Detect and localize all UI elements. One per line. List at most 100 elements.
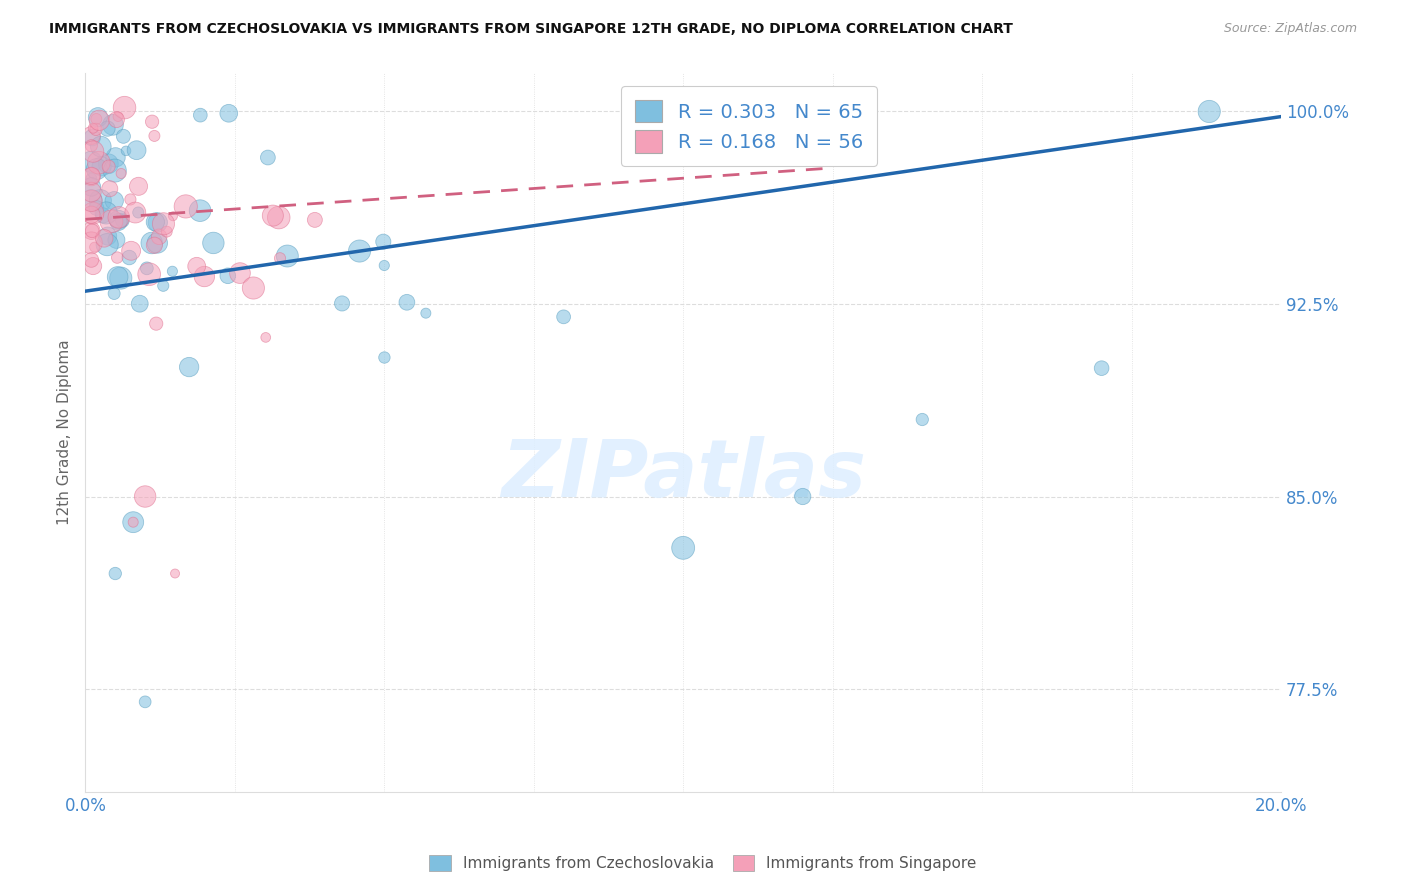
Point: [134, 490, 156, 504]
Point: [330, 296, 353, 310]
Point: [122, 515, 145, 529]
Point: [96, 206, 118, 220]
Point: [373, 351, 395, 365]
Point: [1091, 361, 1114, 376]
Point: [911, 412, 934, 426]
Point: [93, 231, 115, 245]
Point: [242, 281, 264, 295]
Text: Source: ZipAtlas.com: Source: ZipAtlas.com: [1223, 22, 1357, 36]
Point: [395, 295, 418, 310]
Point: [111, 213, 134, 227]
Point: [257, 151, 280, 165]
Point: [174, 199, 197, 213]
Point: [80, 138, 103, 153]
Point: [80, 179, 103, 194]
Point: [80, 194, 103, 208]
Point: [104, 150, 127, 164]
Text: ZIPatlas: ZIPatlas: [501, 436, 866, 515]
Point: [1198, 104, 1220, 119]
Point: [101, 118, 124, 132]
Point: [127, 205, 149, 219]
Point: [152, 278, 174, 293]
Point: [100, 214, 122, 228]
Point: [267, 211, 290, 225]
Point: [83, 240, 105, 254]
Point: [80, 185, 103, 199]
Point: [90, 160, 112, 174]
Point: [82, 121, 104, 136]
Point: [162, 209, 184, 223]
Point: [110, 166, 132, 180]
Point: [118, 251, 141, 265]
Point: [82, 259, 104, 273]
Point: [128, 296, 150, 310]
Point: [80, 169, 103, 183]
Point: [97, 160, 120, 174]
Text: IMMIGRANTS FROM CZECHOSLOVAKIA VS IMMIGRANTS FROM SINGAPORE 12TH GRADE, NO DIPLO: IMMIGRANTS FROM CZECHOSLOVAKIA VS IMMIGR…: [49, 22, 1014, 37]
Point: [186, 260, 208, 274]
Point: [107, 110, 129, 124]
Point: [114, 101, 136, 115]
Point: [105, 233, 128, 247]
Point: [86, 161, 108, 176]
Point: [97, 229, 120, 244]
Point: [349, 244, 371, 258]
Point: [120, 244, 142, 258]
Point: [143, 238, 166, 252]
Point: [107, 269, 129, 284]
Point: [80, 171, 103, 186]
Point: [156, 225, 179, 239]
Point: [80, 224, 103, 238]
Point: [792, 490, 814, 504]
Point: [80, 208, 103, 222]
Point: [93, 209, 115, 223]
Point: [96, 121, 118, 136]
Point: [80, 194, 103, 208]
Point: [105, 251, 128, 265]
Point: [89, 194, 111, 208]
Point: [97, 157, 120, 171]
Point: [86, 112, 108, 126]
Point: [80, 252, 103, 267]
Point: [104, 163, 127, 178]
Point: [82, 224, 104, 238]
Point: [90, 139, 112, 153]
Point: [115, 144, 138, 158]
Point: [82, 206, 104, 220]
Point: [84, 122, 107, 136]
Point: [373, 235, 395, 249]
Point: [87, 110, 110, 124]
Point: [415, 306, 437, 320]
Point: [304, 213, 326, 227]
Legend: R = 0.303   N = 65, R = 0.168   N = 56: R = 0.303 N = 65, R = 0.168 N = 56: [621, 87, 876, 166]
Point: [141, 114, 163, 128]
Point: [96, 237, 118, 252]
Point: [107, 211, 129, 225]
Point: [125, 143, 148, 157]
Legend: Immigrants from Czechoslovakia, Immigrants from Singapore: Immigrants from Czechoslovakia, Immigran…: [423, 849, 983, 877]
Point: [104, 566, 127, 581]
Point: [202, 235, 225, 250]
Point: [98, 182, 121, 196]
Point: [103, 286, 125, 301]
Point: [80, 154, 103, 169]
Point: [148, 229, 170, 244]
Point: [163, 566, 186, 581]
Point: [146, 235, 169, 250]
Point: [82, 145, 104, 159]
Point: [373, 259, 395, 273]
Point: [120, 193, 142, 207]
Point: [141, 235, 163, 250]
Point: [672, 541, 695, 555]
Point: [82, 130, 104, 145]
Y-axis label: 12th Grade, No Diploma: 12th Grade, No Diploma: [58, 340, 72, 525]
Point: [134, 695, 156, 709]
Point: [138, 267, 160, 281]
Point: [86, 201, 108, 215]
Point: [124, 205, 146, 219]
Point: [254, 330, 277, 344]
Point: [107, 215, 129, 229]
Point: [80, 128, 103, 143]
Point: [152, 217, 174, 231]
Point: [162, 264, 184, 278]
